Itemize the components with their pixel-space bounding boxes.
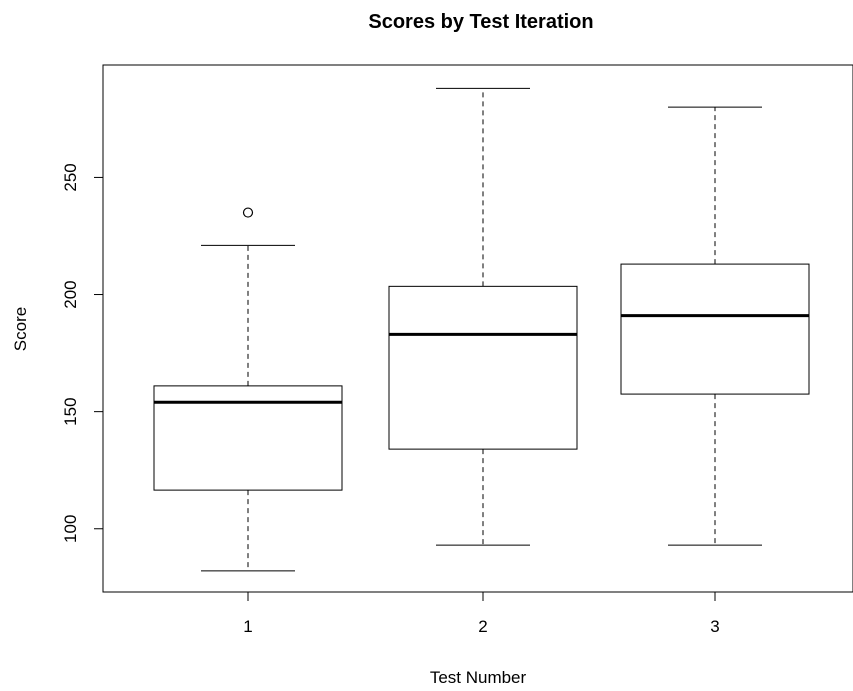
y-tick-label: 250 xyxy=(61,163,80,191)
iqr-box xyxy=(388,285,578,450)
y-axis-label: Score xyxy=(11,307,30,351)
box-3 xyxy=(620,106,810,546)
y-tick-label: 150 xyxy=(61,397,80,425)
y-tick-label: 100 xyxy=(61,515,80,543)
chart-title: Scores by Test Iteration xyxy=(368,11,593,33)
x-tick-label: 2 xyxy=(478,617,487,636)
boxes-group xyxy=(153,87,810,572)
x-tick-label: 3 xyxy=(710,617,719,636)
y-axis: 100 150 200 250 xyxy=(61,163,104,543)
x-tick-label: 1 xyxy=(243,617,252,636)
outlier-point xyxy=(242,207,254,218)
y-tick-label: 200 xyxy=(61,280,80,308)
x-axis: 1 2 3 xyxy=(243,591,720,636)
box-2 xyxy=(388,87,578,546)
iqr-box xyxy=(620,263,810,395)
x-axis-label: Test Number xyxy=(430,668,527,687)
box-1 xyxy=(153,207,343,572)
